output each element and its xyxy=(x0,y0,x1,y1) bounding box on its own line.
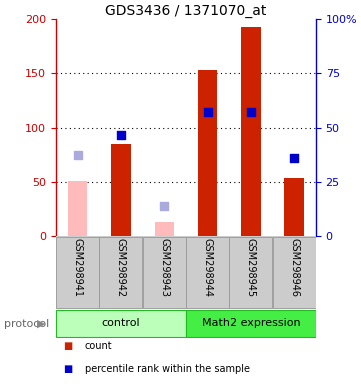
Point xyxy=(205,109,210,116)
FancyBboxPatch shape xyxy=(186,237,229,308)
Bar xyxy=(241,27,261,236)
FancyBboxPatch shape xyxy=(273,237,316,308)
Text: ■: ■ xyxy=(63,364,73,374)
Text: GSM298941: GSM298941 xyxy=(73,238,83,297)
Bar xyxy=(111,144,131,236)
Text: GSM298943: GSM298943 xyxy=(159,238,169,297)
FancyBboxPatch shape xyxy=(230,237,272,308)
Text: Math2 expression: Math2 expression xyxy=(201,318,300,328)
Bar xyxy=(155,222,174,236)
Text: GSM298944: GSM298944 xyxy=(203,238,213,297)
Text: GSM298946: GSM298946 xyxy=(289,238,299,297)
Point xyxy=(161,203,167,209)
Text: protocol: protocol xyxy=(4,318,49,329)
Bar xyxy=(198,70,217,236)
Text: ■: ■ xyxy=(63,341,73,351)
FancyBboxPatch shape xyxy=(143,237,186,308)
Text: GSM298942: GSM298942 xyxy=(116,238,126,298)
FancyBboxPatch shape xyxy=(100,237,142,308)
Text: count: count xyxy=(85,341,113,351)
FancyBboxPatch shape xyxy=(56,310,186,337)
Point xyxy=(75,152,81,158)
Point xyxy=(118,132,124,138)
Point xyxy=(291,155,297,161)
FancyBboxPatch shape xyxy=(56,237,99,308)
Bar xyxy=(68,181,87,236)
Bar xyxy=(284,177,304,236)
Title: GDS3436 / 1371070_at: GDS3436 / 1371070_at xyxy=(105,4,267,18)
FancyBboxPatch shape xyxy=(186,310,316,337)
Text: GSM298945: GSM298945 xyxy=(246,238,256,298)
Point xyxy=(248,109,254,116)
Text: percentile rank within the sample: percentile rank within the sample xyxy=(85,364,250,374)
Text: control: control xyxy=(102,318,140,328)
Text: ▶: ▶ xyxy=(37,318,46,329)
